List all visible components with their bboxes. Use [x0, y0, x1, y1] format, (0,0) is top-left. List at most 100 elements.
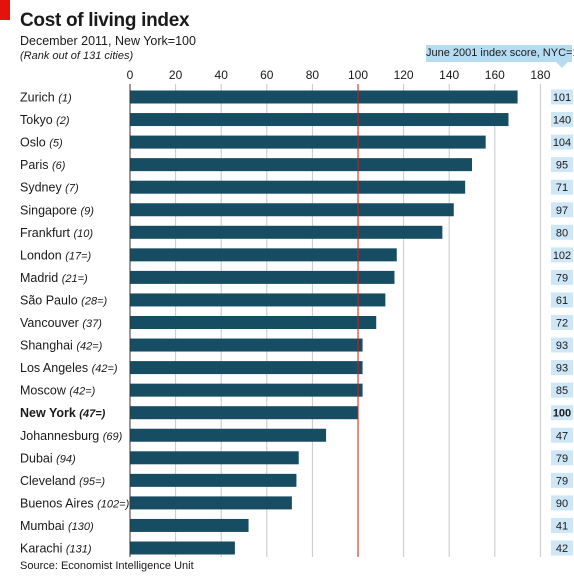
score-column-header: June 2001 index score, NYC=100 — [426, 45, 574, 62]
city-label: Los Angeles (42=) — [20, 361, 118, 375]
city-label: Madrid (21=) — [20, 271, 88, 285]
score-2001-box — [551, 157, 573, 173]
bar — [130, 541, 235, 555]
x-tick-label: 160 — [485, 68, 505, 82]
bar — [130, 496, 292, 510]
x-tick-label: 80 — [306, 68, 320, 82]
city-label: Shanghai (42=) — [20, 339, 103, 353]
score-2001-value: 102 — [553, 250, 571, 262]
score-2001-box — [551, 292, 573, 308]
score-2001-box — [551, 472, 573, 488]
score-2001-value: 140 — [553, 115, 571, 127]
score-2001-value: 47 — [556, 430, 568, 442]
city-label: Tokyo (2) — [20, 113, 70, 127]
source-note: Source: Economist Intelligence Unit — [20, 560, 194, 572]
score-2001-box — [551, 269, 573, 285]
bar — [130, 428, 327, 442]
x-tick-label: 60 — [260, 68, 274, 82]
x-tick-label: 0 — [127, 68, 134, 82]
score-2001-box — [551, 360, 573, 376]
city-label: Cleveland (95=) — [20, 474, 105, 488]
bar — [130, 473, 297, 487]
score-2001-box — [551, 382, 573, 398]
score-2001-value: 71 — [556, 182, 568, 194]
rank-note: (Rank out of 131 cities) — [20, 50, 134, 62]
city-label: Moscow (42=) — [20, 384, 96, 398]
bar — [130, 225, 443, 239]
score-2001-value: 79 — [556, 453, 568, 465]
bar — [130, 518, 249, 532]
score-2001-value: 101 — [553, 92, 571, 104]
score-2001-value: 79 — [556, 475, 568, 487]
score-2001-box — [551, 112, 573, 128]
score-2001-value: 93 — [556, 340, 568, 352]
bar — [130, 203, 454, 217]
city-label: Frankfurt (10) — [20, 226, 93, 240]
score-2001-box — [551, 450, 573, 466]
x-tick-label: 140 — [439, 68, 459, 82]
score-2001-box — [551, 495, 573, 511]
bar — [130, 406, 358, 420]
x-tick-label: 120 — [394, 68, 414, 82]
score-2001-value: 85 — [556, 385, 568, 397]
bar — [130, 248, 397, 262]
x-tick-label: 180 — [530, 68, 550, 82]
bar — [130, 113, 509, 127]
score-2001-box — [551, 202, 573, 218]
x-tick-label: 100 — [348, 68, 368, 82]
score-2001-box — [551, 540, 573, 556]
brand-accent-block — [0, 0, 10, 20]
city-label: London (17=) — [20, 248, 92, 262]
city-label: Oslo (5) — [20, 136, 63, 150]
chart-title: Cost of living index — [20, 10, 190, 31]
x-tick-label: 20 — [169, 68, 183, 82]
score-2001-value: 41 — [556, 520, 568, 532]
score-2001-box — [551, 405, 573, 421]
city-label: Dubai (94) — [20, 451, 76, 465]
city-label: Paris (6) — [20, 158, 66, 172]
score-2001-value: 93 — [556, 363, 568, 375]
chart-subtitle: December 2011, New York=100 — [20, 34, 196, 48]
bar — [130, 180, 466, 194]
city-label: Vancouver (37) — [20, 316, 102, 330]
bar — [130, 338, 363, 352]
score-2001-box — [551, 224, 573, 240]
score-2001-box — [551, 179, 573, 195]
score-2001-value: 61 — [556, 295, 568, 307]
bar — [130, 293, 386, 307]
score-2001-value: 80 — [556, 227, 568, 239]
score-2001-value: 100 — [553, 408, 571, 420]
city-label: Sydney (7) — [20, 181, 79, 195]
city-label: São Paulo (28=) — [20, 293, 107, 307]
score-2001-box — [551, 427, 573, 443]
score-2001-value: 72 — [556, 318, 568, 330]
score-2001-box — [551, 89, 573, 105]
score-2001-box — [551, 247, 573, 263]
score-2001-value: 90 — [556, 498, 568, 510]
score-2001-value: 79 — [556, 272, 568, 284]
score-2001-box — [551, 315, 573, 330]
city-label: Mumbai (130) — [20, 519, 94, 533]
bar — [130, 158, 472, 172]
bar — [130, 270, 395, 284]
score-2001-box — [551, 337, 573, 353]
score-column-header-pointer — [556, 62, 568, 68]
city-label: Johannesburg (69) — [20, 429, 123, 443]
bar — [130, 90, 518, 104]
score-2001-value: 97 — [556, 205, 568, 217]
city-label: Karachi (131) — [20, 542, 92, 556]
city-label: Singapore (9) — [20, 203, 94, 217]
city-label: Buenos Aires (102=) — [20, 496, 130, 510]
score-2001-box — [551, 517, 573, 533]
score-2001-value: 104 — [553, 137, 571, 149]
score-2001-box — [551, 134, 573, 150]
city-label: New York (47=) — [20, 406, 106, 420]
bar — [130, 451, 299, 465]
bar — [130, 361, 363, 375]
score-2001-value: 95 — [556, 160, 568, 172]
x-tick-label: 40 — [215, 68, 229, 82]
city-label: Zurich (1) — [20, 91, 72, 105]
score-2001-value: 42 — [556, 543, 568, 555]
bar — [130, 135, 486, 149]
